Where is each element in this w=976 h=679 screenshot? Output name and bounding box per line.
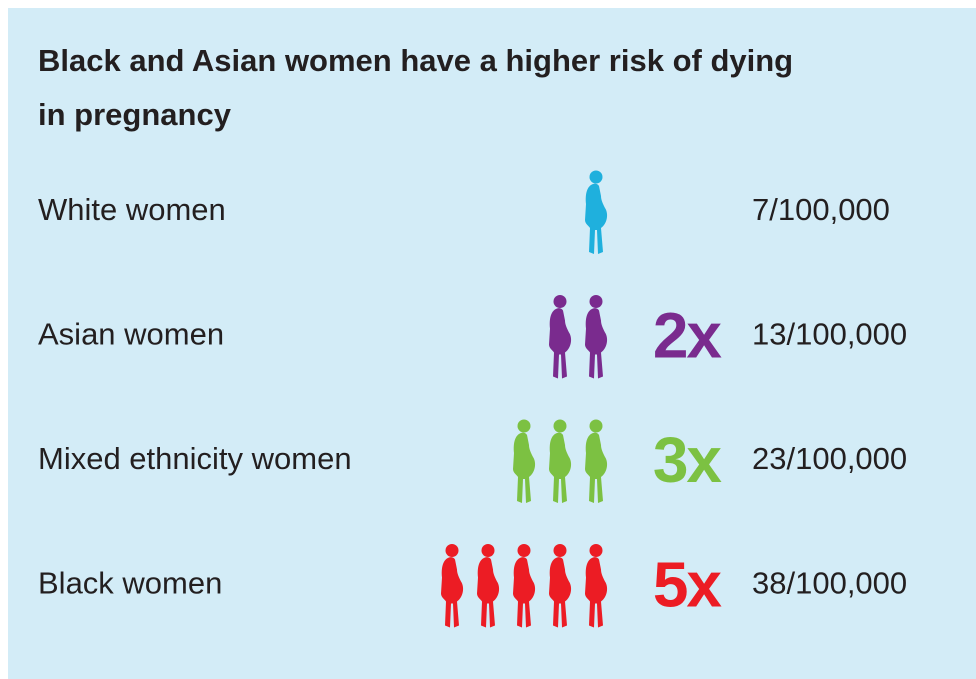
woman-icon	[513, 544, 536, 628]
row-label: Asian women	[38, 317, 224, 352]
icon-head	[445, 544, 459, 557]
multiplier: 2x	[653, 299, 723, 371]
icon-body	[549, 432, 572, 503]
woman-icon	[513, 419, 536, 503]
rate: 38/100,000	[752, 566, 907, 601]
icon-body	[513, 557, 536, 628]
woman-icon	[585, 544, 608, 628]
icon-head	[589, 170, 603, 184]
woman-icon	[585, 295, 608, 379]
icon-body	[513, 432, 536, 503]
woman-icon	[549, 419, 572, 503]
row-label: White women	[38, 192, 226, 227]
icon-body	[477, 557, 500, 628]
icon-head	[553, 419, 567, 433]
icon-head	[481, 544, 495, 557]
icon-body	[549, 308, 572, 379]
icon-head	[589, 295, 603, 308]
multiplier: 3x	[653, 424, 723, 496]
rate: 23/100,000	[752, 441, 907, 476]
woman-icon	[477, 544, 500, 628]
icon-head	[589, 544, 603, 557]
icon-head	[517, 419, 531, 433]
woman-icon	[441, 544, 464, 628]
rate: 7/100,000	[752, 192, 890, 227]
row-label: Black women	[38, 566, 222, 601]
woman-icon	[585, 170, 608, 254]
icon-head	[517, 544, 531, 557]
icon-head	[553, 544, 567, 557]
title: in pregnancy	[38, 97, 232, 132]
rate: 13/100,000	[752, 317, 907, 352]
icon-body	[585, 557, 608, 628]
title: Black and Asian women have a higher risk…	[38, 43, 793, 78]
row-label: Mixed ethnicity women	[38, 441, 352, 476]
woman-icon	[549, 295, 572, 379]
icon-body	[585, 432, 608, 503]
icon-head	[589, 419, 603, 433]
icon-body	[441, 557, 464, 628]
icon-head	[553, 295, 567, 308]
icon-body	[585, 183, 608, 254]
woman-icon	[549, 544, 572, 628]
multiplier: 5x	[653, 548, 723, 620]
icon-body	[549, 557, 572, 628]
woman-icon	[585, 419, 608, 503]
icon-body	[585, 308, 608, 379]
